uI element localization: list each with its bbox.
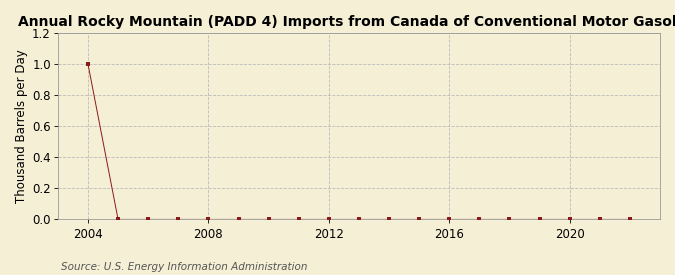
Title: Annual Rocky Mountain (PADD 4) Imports from Canada of Conventional Motor Gasolin: Annual Rocky Mountain (PADD 4) Imports f… bbox=[18, 15, 675, 29]
Y-axis label: Thousand Barrels per Day: Thousand Barrels per Day bbox=[15, 49, 28, 203]
Text: Source: U.S. Energy Information Administration: Source: U.S. Energy Information Administ… bbox=[61, 262, 307, 272]
